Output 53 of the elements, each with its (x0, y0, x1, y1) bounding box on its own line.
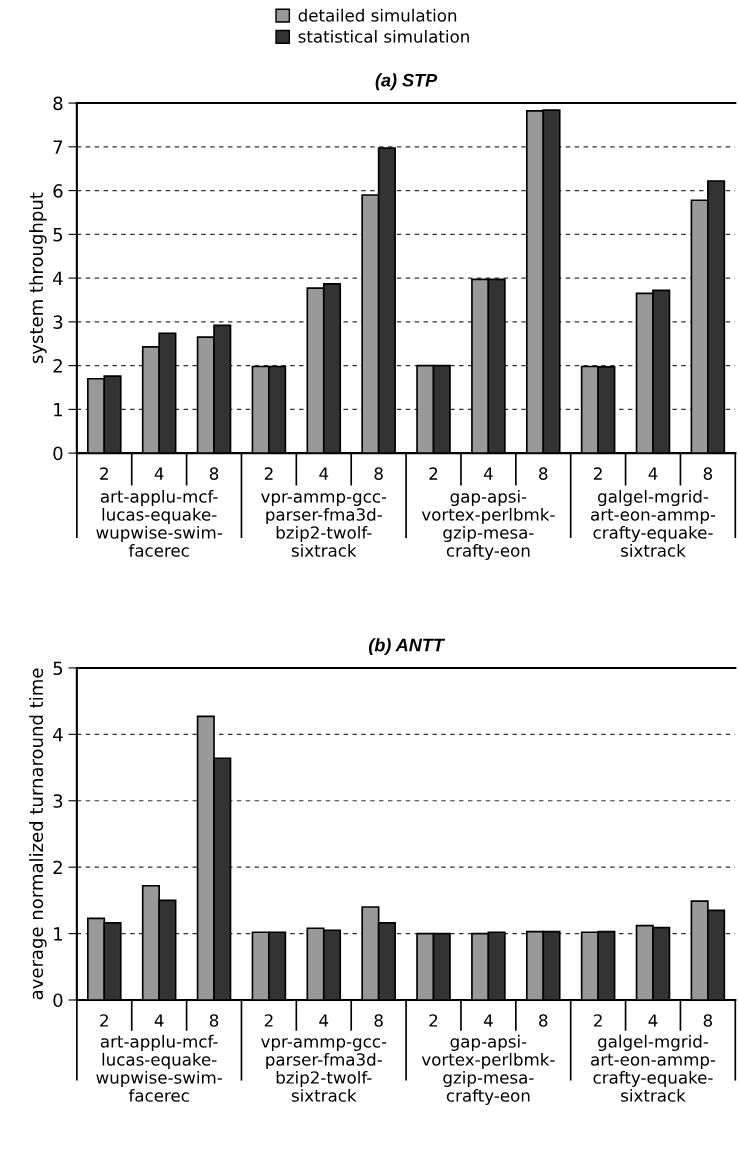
x-tick-label: 4 (154, 1014, 164, 1027)
text: galgel-mgrid- art-eon-ammp- crafty-equake- sixtrack (591, 1034, 716, 1102)
x-tick-label: 2 (594, 1014, 602, 1027)
x-tick-label: 4 (483, 467, 493, 480)
x-tick-label: 2 (264, 1014, 273, 1027)
x-tick-label: 8 (209, 467, 219, 480)
x-tick-label: 8 (374, 467, 383, 480)
text: gap-apsi- vortex-perlbmk- gzip-mesa- crafty-eon (421, 1034, 555, 1106)
y-tick-label: 1 (54, 927, 62, 941)
x-tick-label: 8 (374, 1014, 383, 1027)
y-tick-label: 4 (53, 271, 63, 285)
x-tick-label: 4 (319, 467, 329, 480)
legend-label: detailed simulation (298, 8, 457, 22)
y-tick-label: 1 (54, 403, 62, 417)
chart-title: (b) ANTT (368, 638, 446, 656)
y-tick-label: 4 (53, 728, 63, 742)
x-tick-label: 2 (100, 467, 108, 480)
y-tick-label: 7 (53, 140, 63, 154)
y-tick-label: 3 (53, 315, 63, 329)
text: galgel-mgrid- art-eon-ammp- crafty-equake- sixtrack (591, 489, 716, 557)
y-tick-label: 2 (53, 359, 62, 373)
x-tick-label: 2 (594, 467, 602, 480)
x-tick-label: 2 (429, 467, 438, 480)
x-tick-label: 4 (319, 1014, 329, 1027)
x-tick-label: 8 (539, 467, 548, 480)
x-tick-label: 8 (209, 1014, 219, 1027)
text: vpr-ammp-gcc- parser-fma3d- bzip2-twolf- sixtrack (261, 493, 387, 557)
y-tick-label: 6 (53, 184, 63, 198)
legend-label: statistical simulation (298, 29, 469, 43)
text: art-applu-mcf- lucas-equake- wupwise-swim- facerec (96, 1034, 222, 1102)
x-tick-label: 4 (483, 1014, 493, 1027)
x-tick-label: 2 (100, 1014, 108, 1027)
y-axis-title: system throughput (29, 192, 47, 364)
x-tick-label: 4 (648, 1014, 658, 1027)
y-tick-label: 3 (53, 794, 63, 808)
y-tick-label: 5 (53, 228, 63, 242)
y-tick-label: 5 (53, 661, 63, 676)
x-tick-label: 4 (154, 467, 164, 480)
text: gap-apsi- vortex-perlbmk- gzip-mesa- crafty-eon (421, 489, 555, 561)
y-axis-title: average normalized turnaround time (29, 668, 47, 1000)
y-tick-label: 2 (53, 860, 62, 875)
text: vpr-ammp-gcc- parser-fma3d- bzip2-twolf- sixtrack (261, 1038, 387, 1102)
y-tick-label: 0 (53, 446, 63, 461)
x-tick-label: 2 (429, 1014, 438, 1027)
text: art-applu-mcf- lucas-equake- wupwise-swim- facerec (96, 489, 222, 557)
y-tick-label: 0 (53, 993, 63, 1008)
x-tick-label: 8 (539, 1014, 548, 1027)
x-tick-label: 2 (264, 467, 273, 480)
x-tick-label: 8 (703, 467, 713, 480)
x-tick-label: 8 (703, 1014, 713, 1027)
chart-title: (a) STP (375, 73, 438, 91)
y-tick-label: 8 (53, 96, 63, 111)
x-tick-label: 4 (648, 467, 658, 480)
